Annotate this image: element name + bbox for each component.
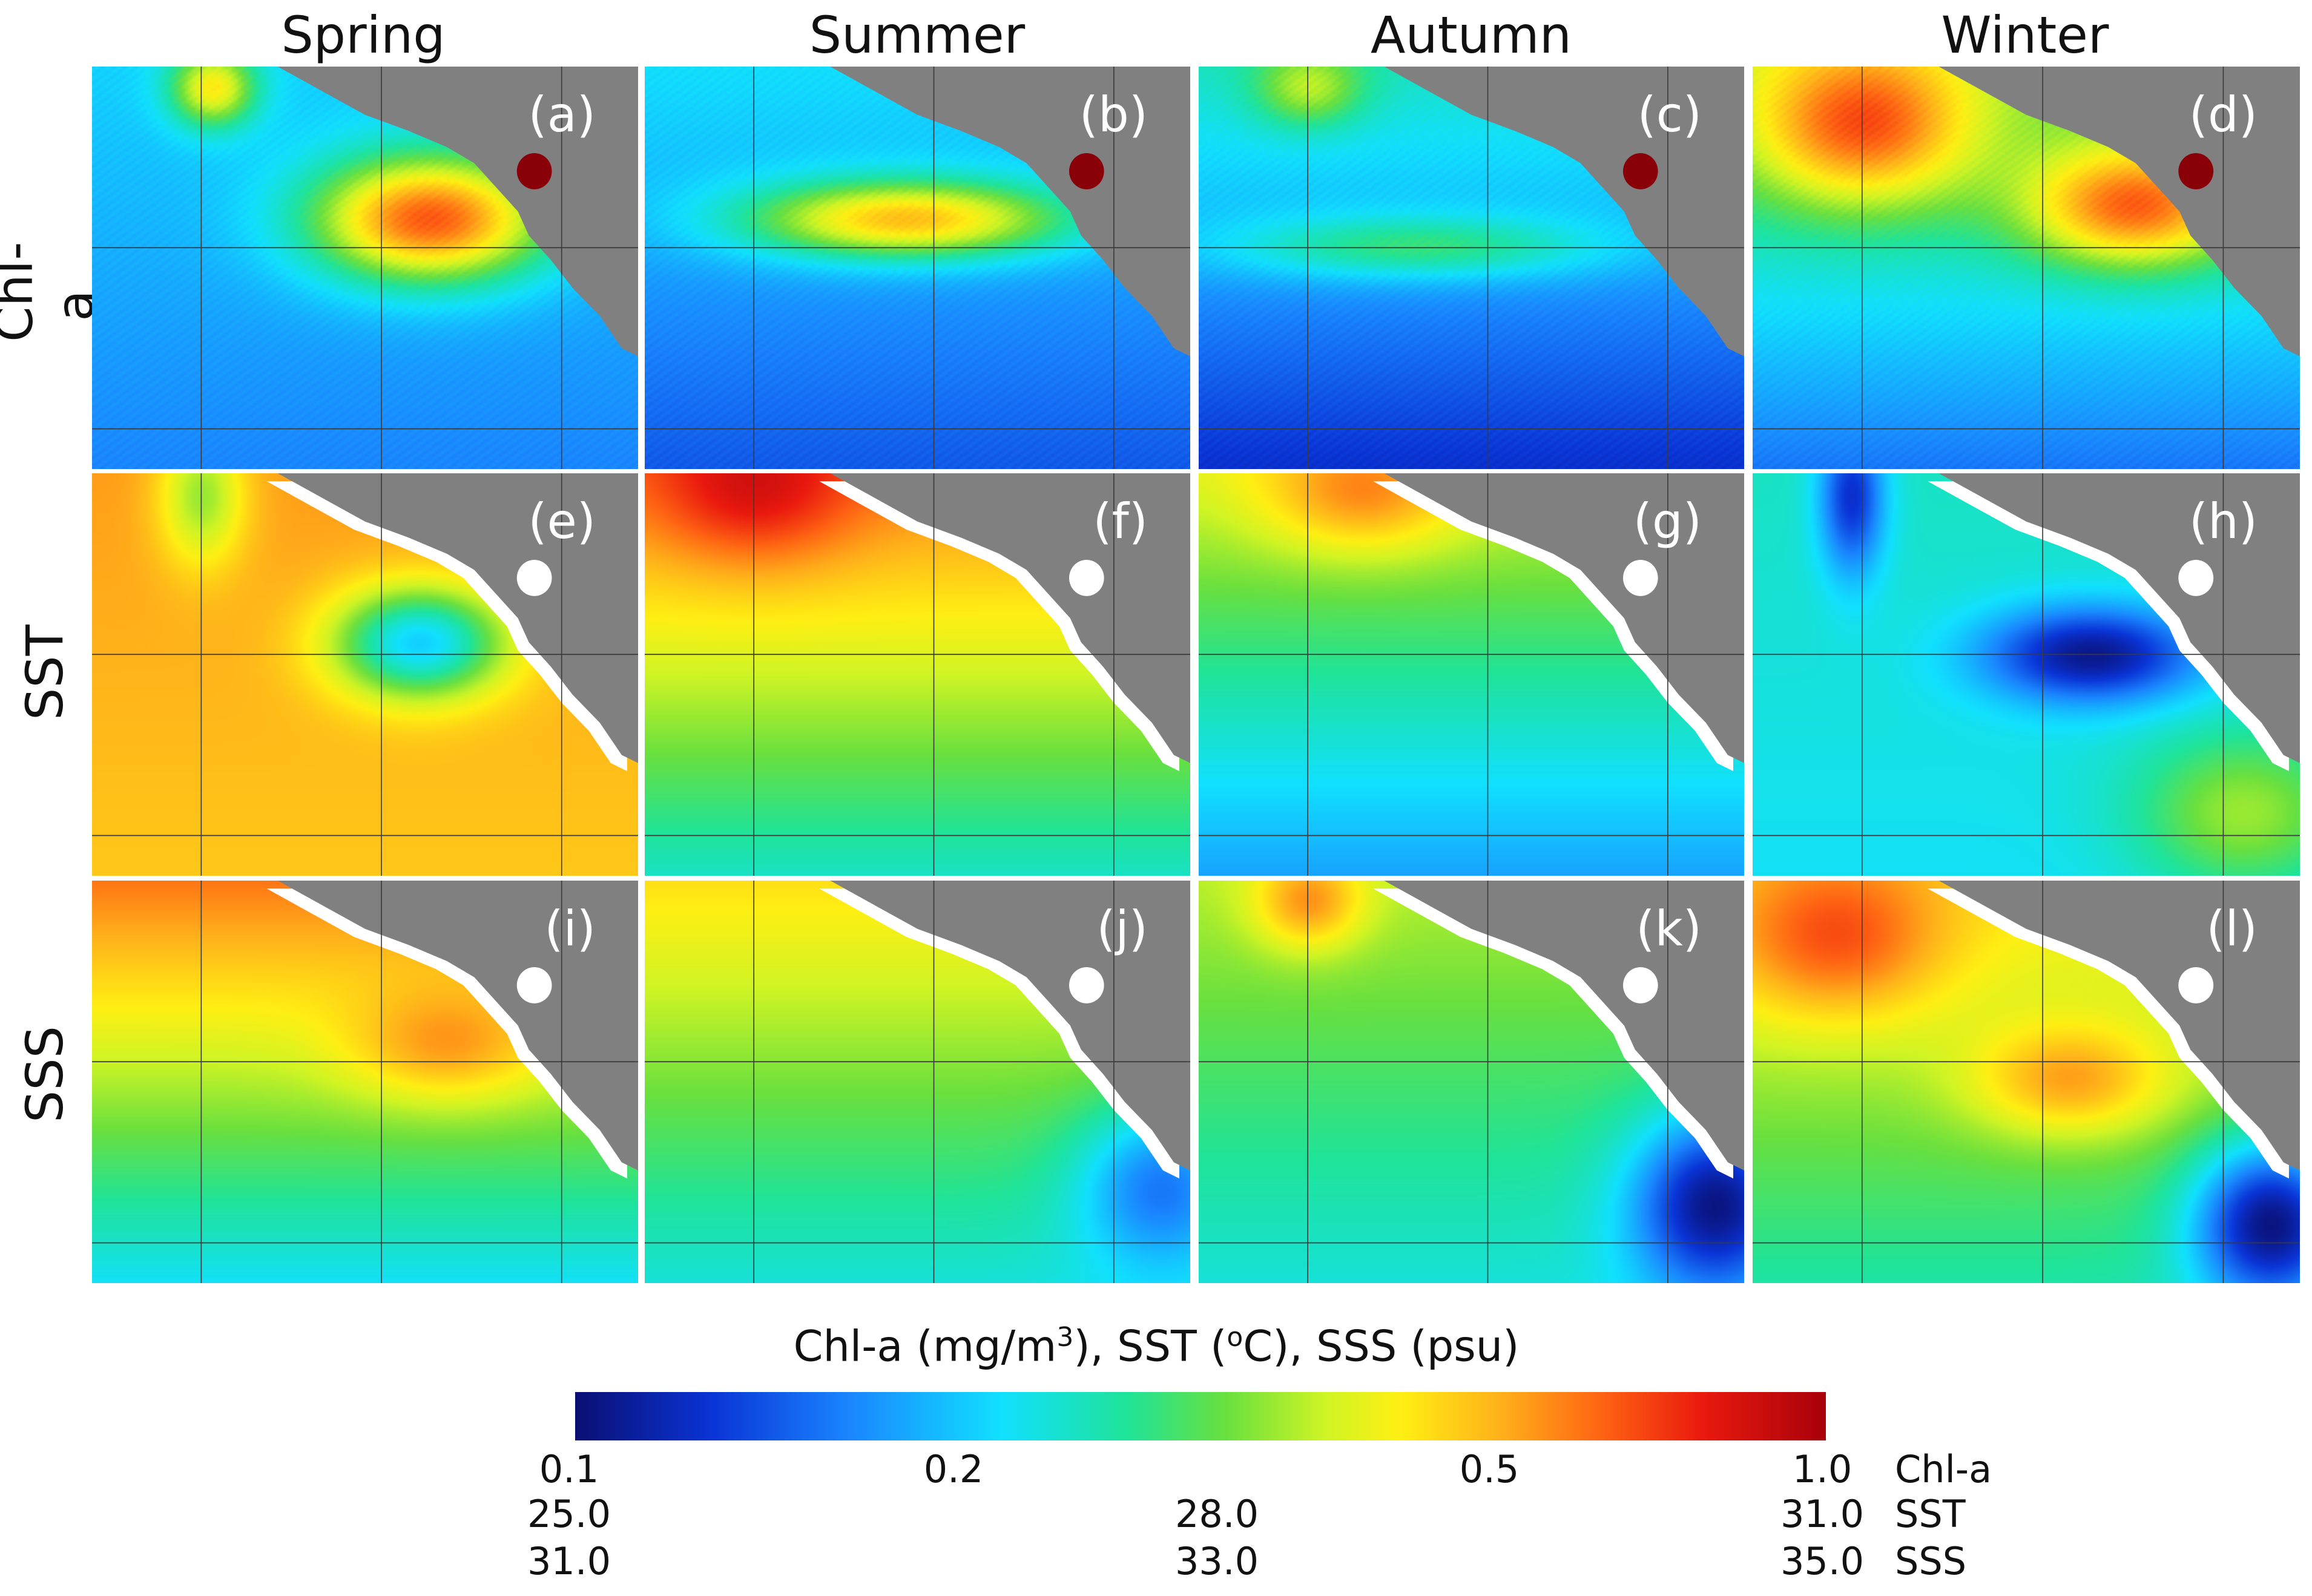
land-mass [1938, 881, 2300, 1171]
land-mass [277, 67, 638, 356]
sss-tick-33: 33.0 [1174, 1539, 1259, 1583]
panel-label: (f) [1093, 493, 1148, 550]
sst-scale-name: SST [1895, 1492, 1966, 1536]
panel-label: (i) [544, 901, 596, 957]
season-summer: Summer [809, 5, 1026, 65]
map-panel: (k) [1199, 881, 1744, 1283]
panel-label: (a) [528, 87, 596, 143]
map-overlay [1753, 881, 2300, 1283]
chla-tick-0-5: 0.5 [1459, 1447, 1520, 1491]
panel-label: (d) [2188, 87, 2258, 143]
map-panel: (d) [1753, 67, 2300, 469]
colorbar-title-mid: ), SST ( [1073, 1321, 1227, 1371]
map-panel: (h) [1753, 473, 2300, 876]
sss-tick-31: 31.0 [527, 1539, 611, 1583]
row-label-sss: SSS [15, 1026, 74, 1123]
map-panel: (a) [92, 67, 638, 469]
land-mass [830, 67, 1190, 356]
land-mass [1938, 473, 2300, 763]
map-overlay [645, 473, 1190, 876]
lake [1069, 153, 1104, 189]
map-overlay [92, 881, 638, 1283]
map-panel: (i) [92, 881, 638, 1283]
sst-tick-31: 31.0 [1780, 1492, 1865, 1536]
row-label-sst: SST [15, 625, 74, 720]
land-mass [1384, 67, 1744, 356]
map-panel: (b) [645, 67, 1190, 469]
lake [2178, 153, 2214, 189]
map-overlay [645, 881, 1190, 1283]
lake [516, 967, 552, 1003]
chla-tick-0-1: 0.1 [539, 1447, 599, 1491]
panel-label: (e) [528, 493, 596, 550]
panel-label: (l) [2206, 901, 2258, 957]
map-panel: (j) [645, 881, 1190, 1283]
lake [516, 559, 552, 596]
map-overlay [1753, 67, 2300, 469]
colorbar-title-end: C), SSS (psu) [1243, 1321, 1520, 1371]
map-overlay [92, 473, 638, 876]
season-spring: Spring [281, 5, 446, 65]
lake [516, 153, 552, 189]
map-panel: (g) [1199, 473, 1744, 876]
season-winter: Winter [1941, 5, 2109, 65]
chla-tick-0-2: 0.2 [923, 1447, 984, 1491]
colorbar-title-degree: o [1227, 1322, 1243, 1353]
lake [1622, 967, 1658, 1003]
colorbar-title-sup: 3 [1056, 1322, 1074, 1353]
colorbar-title: Chl-a (mg/m3), SST (oC), SSS (psu) [605, 1307, 1707, 1376]
sst-tick-28: 28.0 [1174, 1492, 1259, 1536]
land-mass [830, 881, 1190, 1171]
panel-label: (c) [1637, 87, 1702, 143]
land-mass [1384, 881, 1744, 1171]
map-overlay [1199, 881, 1744, 1283]
panel-label: (h) [2188, 493, 2258, 550]
sss-tick-35: 35.0 [1780, 1539, 1865, 1583]
map-overlay [1199, 67, 1744, 469]
lake [2178, 967, 2214, 1003]
colorbar-title-prefix: Chl-a (mg/m [793, 1321, 1057, 1371]
panel-label: (g) [1633, 493, 1702, 550]
lake [2178, 559, 2214, 596]
map-panel: (f) [645, 473, 1190, 876]
sss-scale-name: SSS [1895, 1539, 1967, 1583]
land-mass [277, 473, 638, 763]
map-overlay [645, 67, 1190, 469]
chla-tick-1-0: 1.0 [1792, 1447, 1853, 1491]
land-mass [277, 881, 638, 1171]
lake [1069, 967, 1104, 1003]
lake [1622, 153, 1658, 189]
map-panel: (e) [92, 473, 638, 876]
sst-tick-25: 25.0 [527, 1492, 611, 1536]
row-label-chla: Chl-a [0, 241, 105, 342]
colorbar [575, 1392, 1826, 1440]
panel-label: (k) [1636, 901, 1702, 957]
lake [1622, 559, 1658, 596]
land-mass [1938, 67, 2300, 356]
map-overlay [92, 67, 638, 469]
panel-label: (b) [1079, 87, 1148, 143]
land-mass [830, 473, 1190, 763]
map-panel: (l) [1753, 881, 2300, 1283]
map-panel: (c) [1199, 67, 1744, 469]
map-overlay [1199, 473, 1744, 876]
chla-scale-name: Chl-a [1895, 1447, 1992, 1491]
season-autumn: Autumn [1371, 5, 1572, 65]
land-mass [1384, 473, 1744, 763]
map-overlay [1753, 473, 2300, 876]
panel-label: (j) [1096, 901, 1148, 957]
lake [1069, 559, 1104, 596]
